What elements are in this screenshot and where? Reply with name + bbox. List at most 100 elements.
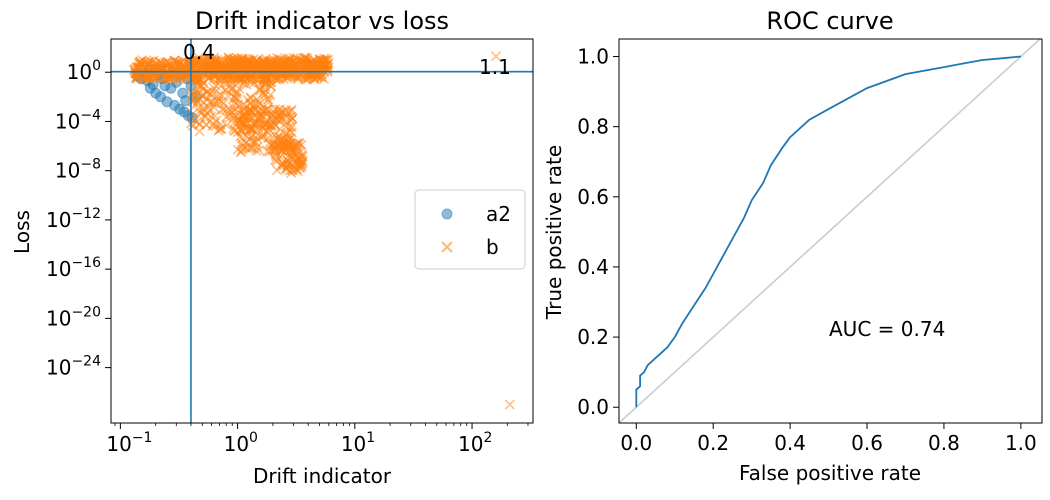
y-tick-label: 0.4: [577, 255, 609, 279]
y-tick-exponent: −4: [80, 107, 101, 123]
series-b-point: [198, 89, 209, 100]
series-b-point: [216, 90, 227, 101]
series-b-point: [283, 159, 294, 170]
series-b-point: [194, 55, 205, 66]
series-b-point: [209, 110, 220, 121]
series-b-point: [253, 145, 265, 156]
series-b-point: [222, 77, 233, 88]
series-b-point: [194, 119, 206, 130]
y-tick-base: 10: [46, 208, 71, 232]
y-tick-exponent: −16: [71, 255, 101, 271]
series-b-point: [270, 121, 281, 132]
chart2-title: ROC curve: [766, 7, 893, 35]
chart1-x-axis: 10−1 100 101 102: [106, 423, 529, 456]
chart2-lines: [619, 39, 1042, 423]
y-tick-exponent: −8: [80, 157, 101, 173]
y-tick-label: 1.0: [577, 45, 609, 69]
x-tick-exponent: 0: [249, 430, 258, 446]
series-b-point: [292, 137, 303, 149]
y-tick-label: 10−16: [46, 255, 101, 281]
series-b-point: [213, 74, 224, 85]
series-b-point: [192, 55, 203, 66]
x-tick-label: 0.6: [851, 431, 883, 455]
series-b-point: [294, 138, 305, 149]
x-tick-exponent: −1: [132, 430, 153, 446]
series-b-point: [285, 125, 296, 136]
series-b-point: [187, 89, 198, 100]
series-b-point: [231, 88, 242, 99]
series-b-point: [203, 73, 214, 84]
series-b-point: [237, 141, 248, 152]
legend-marker-a2: [441, 208, 453, 220]
chart1-legend: a2 b: [414, 189, 526, 270]
series-b-point: [245, 92, 256, 103]
y-tick-label: 0.6: [577, 185, 609, 209]
legend-label-a2: a2: [486, 202, 511, 226]
series-b-point: [286, 121, 297, 133]
series-b-point: [189, 68, 201, 79]
drift-loss-chart: Drift indicator vs loss 10−1 100 101 102 10…: [10, 7, 534, 488]
series-b-point: [215, 123, 227, 134]
series-b-point: [135, 59, 146, 70]
legend-label-b: b: [486, 235, 499, 259]
series-b-point: [300, 74, 311, 85]
series-b-point: [272, 110, 283, 121]
series-b-point: [279, 141, 290, 153]
legend-frame: [414, 189, 526, 270]
x-tick-exponent: 2: [483, 430, 492, 446]
y-tick-label: 100: [67, 58, 101, 84]
series-b-point: [206, 55, 217, 66]
x-tick-label: 100: [224, 430, 258, 456]
y-tick-exponent: −20: [71, 304, 101, 320]
y-tick-base: 10: [67, 60, 92, 84]
chance-diagonal-line: [619, 39, 1042, 423]
series-b-point: [275, 56, 286, 67]
series-b-point: [236, 74, 247, 85]
series-b-point: [195, 74, 206, 85]
series-b-point: [256, 132, 267, 143]
series-b-point: [281, 105, 292, 116]
y-tick-base: 10: [46, 356, 71, 380]
x-tick-label: 0.2: [697, 431, 729, 455]
series-b-point: [253, 74, 264, 85]
y-tick-base: 10: [55, 109, 80, 133]
series-b-point: [504, 399, 515, 410]
auc-annotation: AUC = 0.74: [829, 317, 945, 341]
chart2-y-label: True positive rate: [542, 145, 566, 320]
series-b-point: [249, 136, 260, 147]
series-b-point: [269, 104, 281, 115]
roc-curve-line: [635, 55, 1021, 408]
chart1-points: [129, 51, 515, 410]
y-tick-base: 10: [55, 159, 80, 183]
chart2-plot-frame: [618, 38, 1043, 424]
series-b-point: [143, 56, 154, 67]
vertical-threshold-label: 0.4: [183, 40, 215, 64]
y-tick-exponent: −12: [71, 206, 101, 222]
series-b-point: [205, 111, 217, 122]
horizontal-threshold-label: 1.1: [479, 55, 511, 79]
series-b-point: [187, 108, 198, 120]
series-b-point: [284, 121, 295, 132]
series-b-point: [246, 132, 257, 143]
y-tick-label: 0.8: [577, 115, 609, 139]
series-b-point: [262, 94, 273, 105]
series-b-point: [233, 115, 244, 126]
y-tick-label: 0.0: [577, 395, 609, 419]
chart2-x-axis: 0.0 0.2 0.4 0.6 0.8 1.0: [620, 423, 1037, 455]
series-b-point: [245, 105, 256, 116]
series-b-point: [282, 155, 294, 166]
chart1-x-label: Drift indicator: [253, 464, 392, 488]
series-b-point: [247, 61, 258, 72]
series-b-point: [256, 113, 267, 124]
series-b-point: [233, 59, 244, 70]
x-tick-label: 102: [458, 430, 492, 456]
y-tick-base: 10: [46, 257, 71, 281]
y-tick-exponent: 0: [92, 58, 101, 74]
x-tick-label: 0.0: [620, 431, 652, 455]
series-b-point: [240, 142, 251, 153]
series-b-point: [225, 105, 236, 116]
series-b-point: [215, 80, 226, 92]
x-tick-label: 0.4: [774, 431, 806, 455]
series-b-point: [230, 97, 241, 108]
